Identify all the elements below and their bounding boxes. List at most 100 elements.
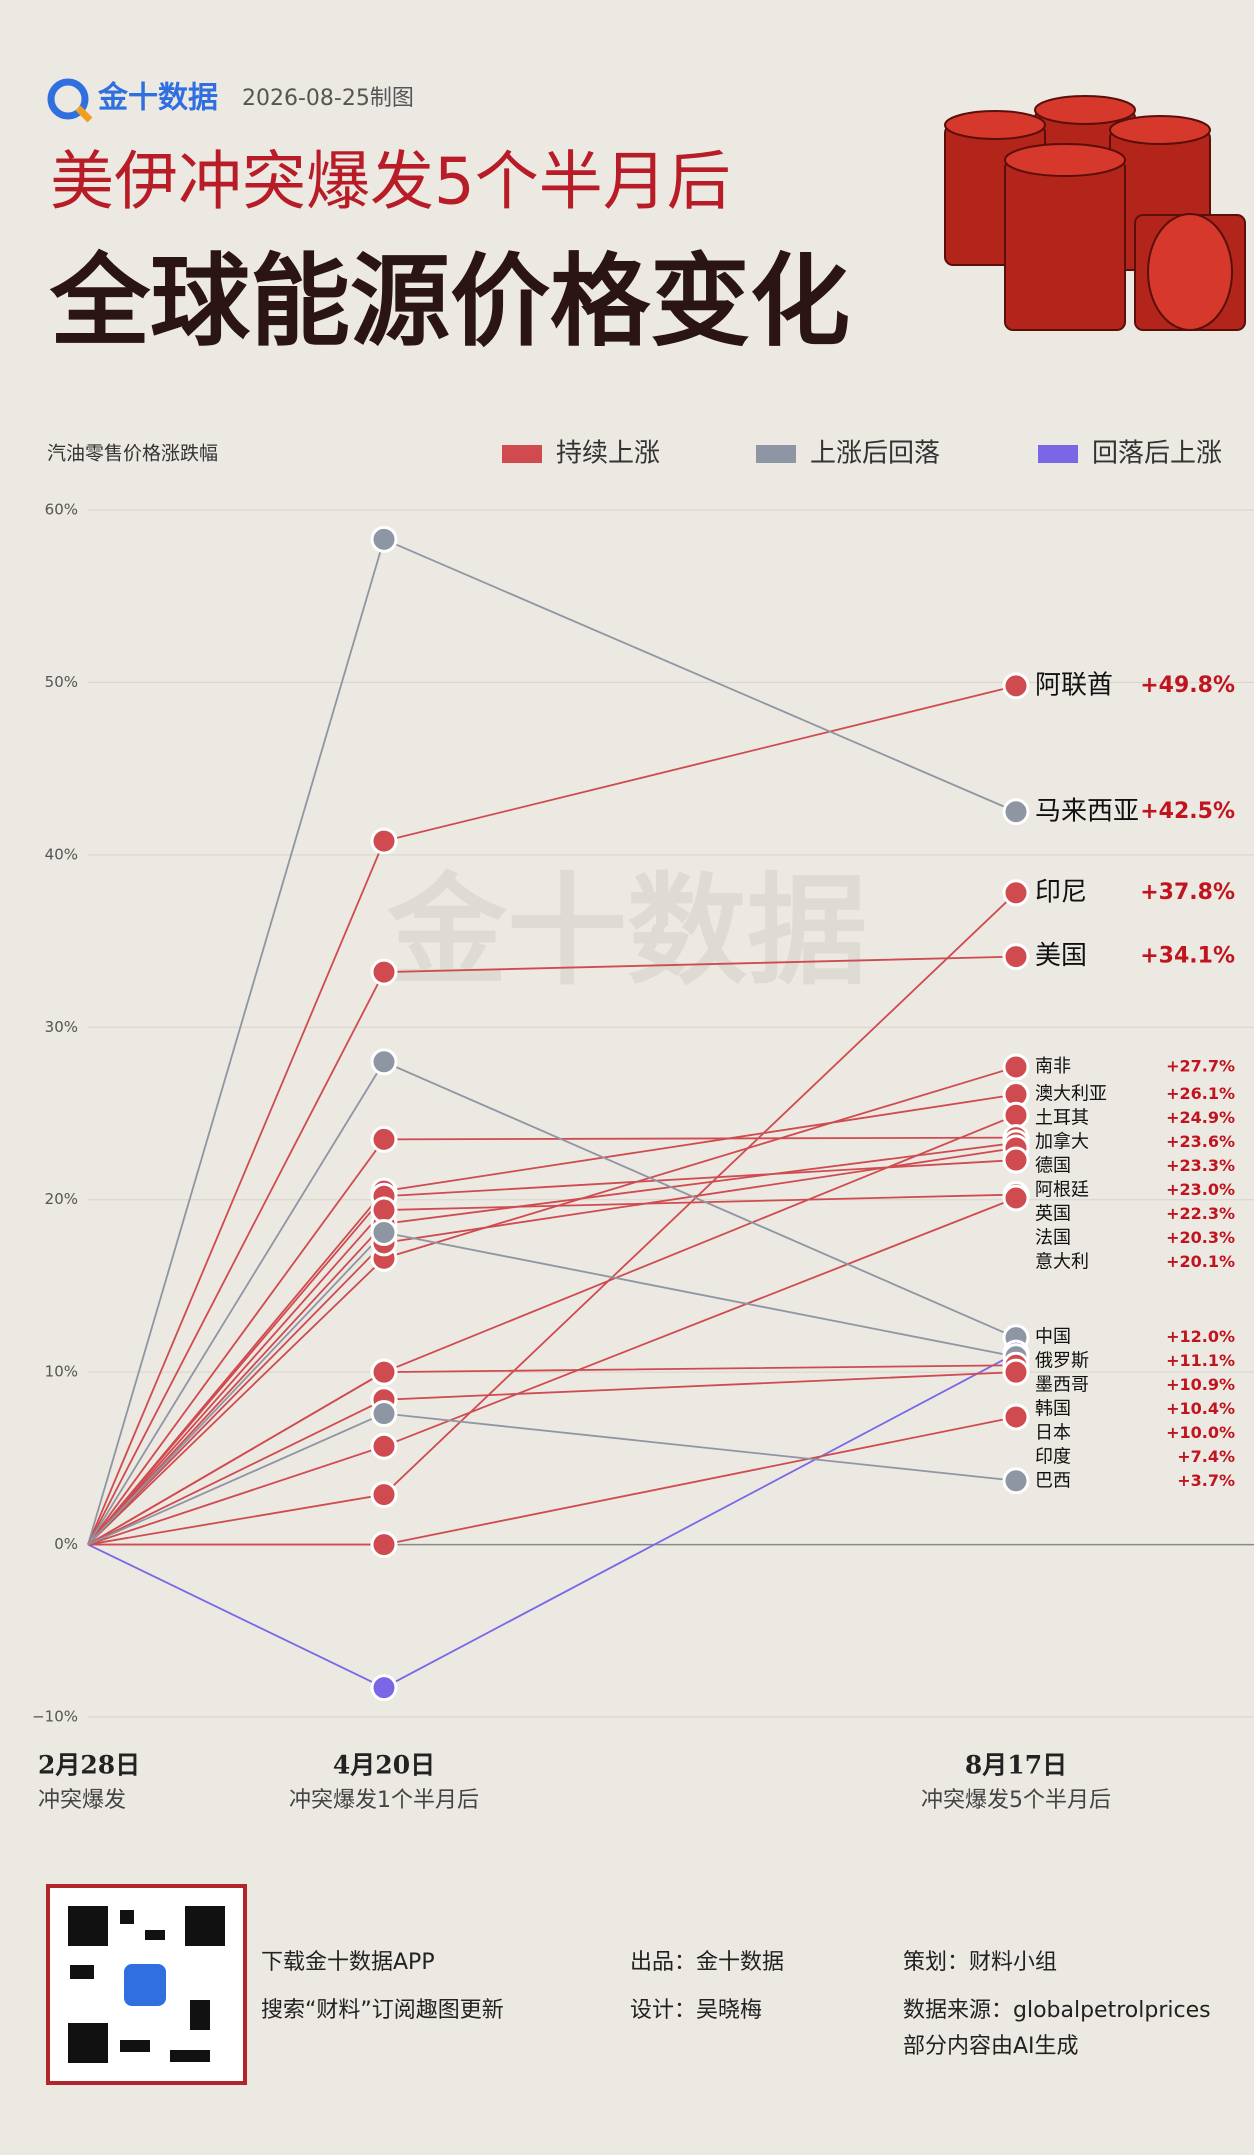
flag-marker (1002, 1146, 1030, 1174)
oil-barrels (944, 95, 1246, 331)
country-label: 阿根廷 (1035, 1180, 1089, 1201)
legend-label: 持续上涨 (556, 439, 660, 469)
flag-marker (370, 525, 398, 553)
country-label: 意大利 (1035, 1252, 1089, 1273)
flag-marker (1002, 1184, 1030, 1212)
value-label: +12.0% (1166, 1327, 1235, 1346)
flag-marker (1002, 1403, 1030, 1431)
flag-marker (370, 1196, 398, 1224)
flag-marker (370, 1481, 398, 1509)
value-label: +11.1% (1166, 1351, 1235, 1370)
legend-swatch (756, 445, 796, 463)
value-label: +23.3% (1166, 1156, 1235, 1175)
flag-marker (1002, 672, 1030, 700)
x-tick-note: 冲突爆发1个半月后 (289, 1788, 479, 1813)
country-label: 阿联酋 (1035, 670, 1113, 700)
x-tick-note: 冲突爆发 (38, 1788, 126, 1813)
country-label: 巴西 (1035, 1471, 1071, 1492)
y-axis-label: 汽油零售价格涨跌幅 (47, 443, 218, 465)
x-tick-label: 4月20日 (333, 1751, 435, 1780)
flag-marker (370, 827, 398, 855)
flag-marker (1002, 1053, 1030, 1081)
value-label: +27.7% (1166, 1056, 1235, 1075)
legend-label: 上涨后回落 (810, 439, 940, 469)
country-label: 中国 (1035, 1327, 1071, 1348)
watermark: 金十数据 (386, 863, 867, 1002)
y-tick-label: 0% (54, 1535, 78, 1553)
legend-swatch (502, 445, 542, 463)
flag-marker (370, 1674, 398, 1702)
country-label: 墨西哥 (1035, 1375, 1089, 1396)
country-label: 土耳其 (1035, 1108, 1089, 1129)
date: 2026-08-25制图 (242, 86, 414, 111)
value-label: +3.7% (1177, 1471, 1235, 1490)
country-label: 印尼 (1035, 877, 1087, 907)
value-label: +20.1% (1166, 1252, 1235, 1271)
legend-swatch (1038, 445, 1078, 463)
value-label: +20.3% (1166, 1228, 1235, 1247)
footer-app: 下载金十数据APP (261, 1950, 435, 1975)
y-tick-label: 40% (45, 845, 78, 863)
value-label: +10.9% (1166, 1375, 1235, 1394)
value-label: +24.9% (1166, 1108, 1235, 1127)
value-label: +23.6% (1166, 1132, 1235, 1151)
title-line1: 美伊冲突爆发5个半月后 (50, 146, 731, 220)
flag-marker (1002, 1467, 1030, 1495)
footer-ai-note: 部分内容由AI生成 (903, 2034, 1079, 2059)
logo-icon (75, 105, 93, 123)
value-label: +37.8% (1140, 880, 1235, 905)
country-label: 南非 (1035, 1056, 1071, 1077)
flag-marker (1002, 1101, 1030, 1129)
x-tick-note: 冲突爆发5个半月后 (921, 1788, 1111, 1813)
value-label: +10.4% (1166, 1399, 1235, 1418)
flag-marker (370, 1400, 398, 1428)
footer-planner: 策划：财料小组 (903, 1950, 1057, 1975)
flag-marker (1002, 943, 1030, 971)
flag-marker (1002, 1358, 1030, 1386)
y-tick-label: 60% (45, 501, 78, 519)
logo-text: 金十数据 (97, 81, 218, 116)
country-label: 日本 (1035, 1423, 1071, 1444)
qr-logo (124, 1964, 166, 2006)
footer-producer: 出品：金十数据 (630, 1950, 784, 1975)
flag-marker (370, 1125, 398, 1153)
flag-marker (370, 1218, 398, 1246)
value-label: +26.1% (1166, 1084, 1235, 1103)
y-tick-label: 10% (45, 1363, 78, 1381)
title-line2: 全球能源价格变化 (49, 242, 850, 360)
flag-marker (370, 1531, 398, 1559)
flag-marker (370, 1048, 398, 1076)
flag-marker (1002, 879, 1030, 907)
value-label: +22.3% (1166, 1204, 1235, 1223)
country-label: 俄罗斯 (1035, 1351, 1089, 1372)
y-tick-label: −10% (32, 1708, 78, 1726)
flag-marker (1002, 798, 1030, 826)
y-tick-label: 50% (45, 673, 78, 691)
country-label: 印度 (1035, 1447, 1071, 1468)
flag-marker (370, 1358, 398, 1386)
logo-icon (47, 78, 89, 120)
footer-designer: 设计：吴晓梅 (630, 1998, 762, 2023)
legend-label: 回落后上涨 (1092, 439, 1222, 469)
flag-marker (370, 1432, 398, 1460)
country-label: 法国 (1035, 1228, 1071, 1249)
value-label: +10.0% (1166, 1423, 1235, 1442)
footer-source: 数据来源：globalpetrolprices (903, 1998, 1211, 2023)
y-tick-label: 30% (45, 1018, 78, 1036)
footer-search: 搜索“财料”订阅趣图更新 (261, 1998, 504, 2023)
country-label: 澳大利亚 (1035, 1084, 1107, 1105)
value-label: +34.1% (1140, 944, 1235, 969)
flag-marker (370, 958, 398, 986)
value-label: +23.0% (1166, 1180, 1235, 1199)
y-tick-label: 20% (45, 1190, 78, 1208)
country-label: 美国 (1035, 941, 1087, 971)
value-label: +49.8% (1140, 673, 1235, 698)
country-label: 英国 (1035, 1204, 1071, 1225)
country-label: 马来西亚 (1035, 796, 1139, 826)
country-label: 德国 (1035, 1156, 1071, 1177)
country-label: 韩国 (1035, 1399, 1071, 1420)
value-label: +42.5% (1140, 799, 1235, 824)
qr-code (68, 1906, 225, 2063)
